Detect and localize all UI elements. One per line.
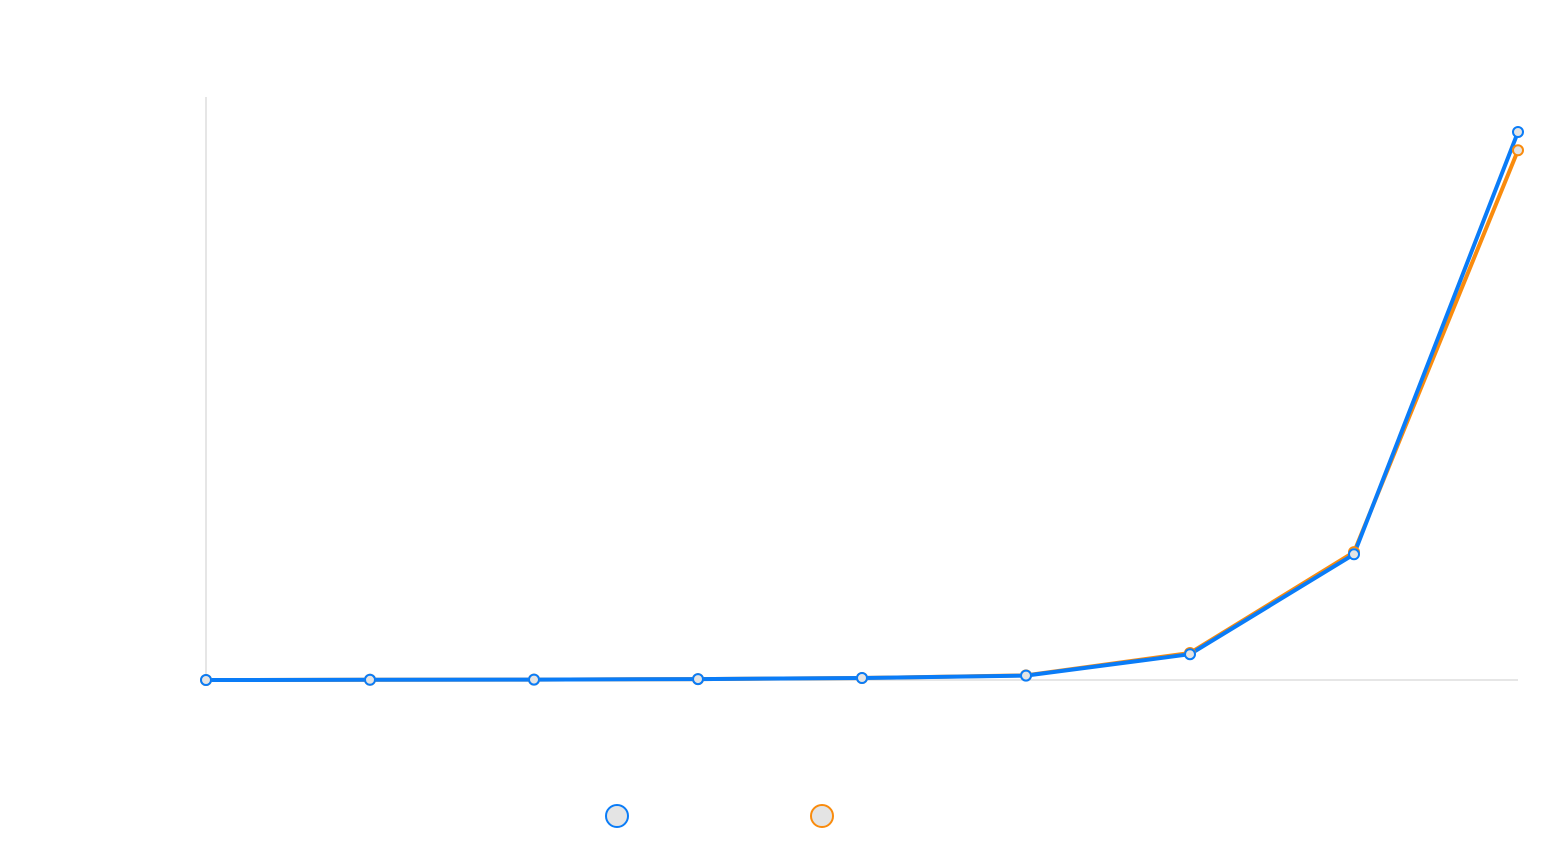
legend-item-series-1[interactable] <box>605 804 629 828</box>
series-layer <box>204 130 1520 682</box>
series-1-point <box>1020 669 1032 682</box>
series-2-point <box>1512 144 1524 157</box>
axes <box>205 97 1518 681</box>
legend <box>605 804 834 828</box>
series-2-line <box>204 148 1520 682</box>
series-1-point <box>1512 126 1524 138</box>
series-1-point <box>856 672 868 684</box>
series-1-point <box>200 674 212 686</box>
series-1-point <box>692 673 704 686</box>
legend-item-series-2[interactable] <box>810 804 834 828</box>
series-1-point <box>1348 548 1360 561</box>
series-1-line <box>204 130 1520 682</box>
legend-marker-series-1 <box>605 804 629 828</box>
legend-marker-series-2 <box>810 804 834 828</box>
series-1-point <box>1184 648 1196 661</box>
series-1-point <box>528 673 540 686</box>
series-1-point <box>364 673 376 686</box>
points-layer <box>200 126 1524 686</box>
